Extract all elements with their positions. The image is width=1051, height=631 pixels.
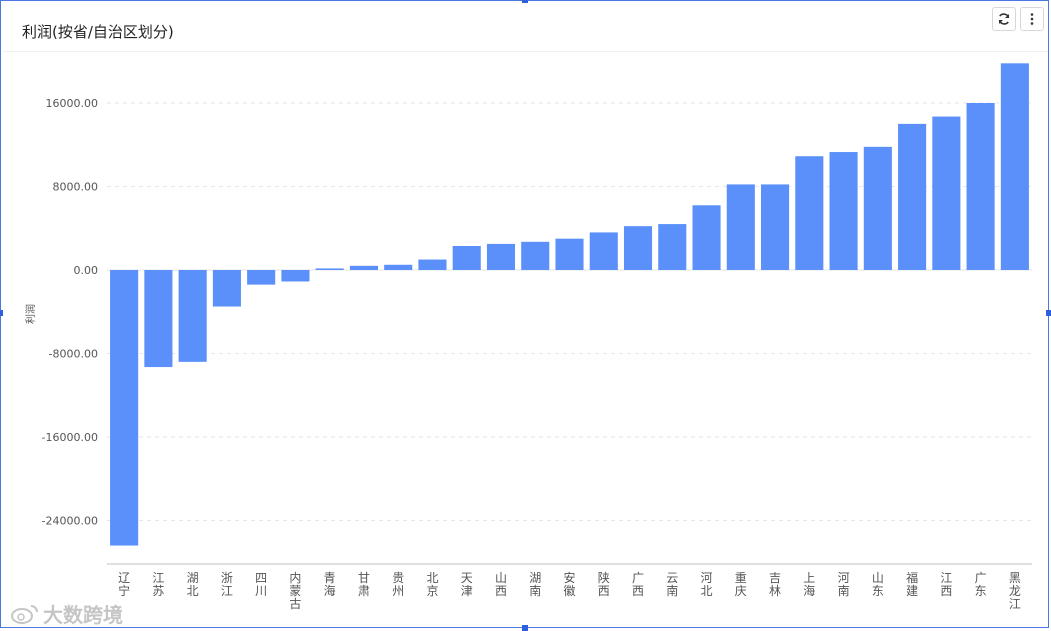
bar[interactable]: [555, 238, 584, 270]
x-tick-label: 辽宁: [118, 571, 130, 598]
x-tick-label: 湖南: [529, 570, 541, 598]
bar[interactable]: [247, 270, 276, 285]
bar[interactable]: [315, 268, 344, 270]
x-tick-label: 黑龙江: [1009, 571, 1021, 611]
more-options-button[interactable]: [1020, 7, 1044, 31]
bar[interactable]: [212, 270, 241, 307]
bar[interactable]: [110, 270, 139, 546]
refresh-icon: [998, 13, 1010, 25]
x-tick-label: 上海: [803, 571, 815, 598]
bar[interactable]: [144, 270, 173, 368]
resize-handle-bottom[interactable]: [522, 625, 528, 631]
y-tick-label: 16000.00: [46, 97, 99, 110]
x-tick-label: 福建: [906, 570, 918, 598]
y-tick-label: -24000.00: [42, 515, 98, 528]
x-tick-label: 湖北: [187, 570, 199, 598]
x-tick-label: 内蒙古: [289, 571, 301, 611]
y-tick-label: -8000.00: [49, 348, 98, 361]
title-divider: [3, 51, 1048, 52]
resize-handle-top[interactable]: [522, 0, 528, 3]
x-tick-label: 甘肃: [358, 571, 370, 598]
chart-title: 利润(按省/自治区划分): [22, 23, 174, 41]
bar[interactable]: [726, 184, 755, 270]
x-tick-label: 青海: [324, 571, 336, 598]
x-tick-label: 天津: [461, 571, 473, 598]
bar[interactable]: [178, 270, 207, 362]
x-tick-label: 云南: [666, 571, 678, 598]
bar[interactable]: [761, 184, 790, 270]
resize-handle-right[interactable]: [1046, 310, 1051, 316]
x-tick-label: 北京: [426, 571, 438, 598]
y-tick-label: 8000.00: [53, 181, 99, 194]
x-tick-label: 安徽: [563, 570, 575, 598]
y-tick-label: -16000.00: [42, 431, 98, 444]
bar[interactable]: [1000, 63, 1029, 271]
bar[interactable]: [521, 241, 550, 270]
bar[interactable]: [795, 156, 824, 270]
refresh-button[interactable]: [992, 7, 1016, 31]
bar[interactable]: [932, 116, 961, 270]
bar[interactable]: [349, 265, 378, 270]
x-tick-label: 河南: [838, 571, 850, 598]
x-tick-label: 贵州: [392, 571, 404, 598]
bar[interactable]: [486, 243, 516, 270]
bar[interactable]: [384, 264, 413, 270]
x-tick-label: 江西: [940, 571, 952, 598]
x-tick-label: 浙江: [221, 571, 233, 598]
watermark: 大数跨境: [11, 599, 123, 628]
bar[interactable]: [829, 152, 858, 270]
x-tick-label: 江苏: [152, 571, 164, 598]
bar[interactable]: [692, 205, 721, 270]
watermark-text: 大数跨境: [43, 603, 123, 627]
bar[interactable]: [658, 224, 687, 270]
bar[interactable]: [452, 245, 481, 270]
x-tick-label: 吉林: [769, 571, 781, 598]
bar[interactable]: [966, 103, 995, 270]
y-axis-label: 利润: [24, 304, 37, 324]
x-tick-label: 山西: [495, 571, 507, 598]
x-tick-label: 陕西: [598, 570, 610, 598]
bar[interactable]: [863, 146, 892, 270]
x-tick-label: 山东: [872, 571, 884, 598]
bar[interactable]: [589, 232, 618, 270]
x-tick-label: 重庆: [735, 571, 747, 598]
bar[interactable]: [281, 270, 310, 282]
x-tick-label: 广西: [632, 571, 644, 598]
y-tick-label: 0.00: [74, 264, 99, 277]
more-vertical-icon: [1030, 13, 1034, 25]
x-tick-label: 广东: [975, 571, 987, 598]
bar[interactable]: [418, 259, 447, 270]
x-tick-label: 河北: [701, 571, 713, 598]
bar[interactable]: [898, 123, 927, 270]
weibo-logo-icon: [11, 604, 38, 624]
x-tick-label: 四川: [255, 571, 267, 598]
resize-handle-left[interactable]: [0, 310, 3, 316]
bar[interactable]: [623, 226, 653, 270]
